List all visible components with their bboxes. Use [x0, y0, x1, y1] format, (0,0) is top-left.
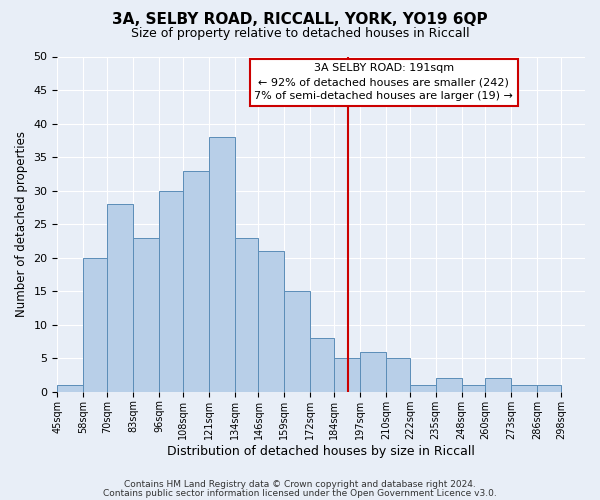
Bar: [360, 352, 386, 392]
Text: Contains HM Land Registry data © Crown copyright and database right 2024.: Contains HM Land Registry data © Crown c…: [124, 480, 476, 489]
Bar: [58, 385, 83, 392]
Bar: [310, 338, 334, 392]
Text: 3A SELBY ROAD: 191sqm
← 92% of detached houses are smaller (242)
7% of semi-deta: 3A SELBY ROAD: 191sqm ← 92% of detached …: [254, 63, 514, 101]
Bar: [485, 378, 511, 392]
Y-axis label: Number of detached properties: Number of detached properties: [15, 131, 28, 317]
Bar: [461, 385, 485, 392]
Bar: [107, 204, 133, 392]
X-axis label: Distribution of detached houses by size in Riccall: Distribution of detached houses by size …: [167, 444, 475, 458]
Bar: [259, 251, 284, 392]
Bar: [235, 238, 259, 392]
Bar: [83, 258, 107, 392]
Bar: [436, 378, 461, 392]
Text: 3A, SELBY ROAD, RICCALL, YORK, YO19 6QP: 3A, SELBY ROAD, RICCALL, YORK, YO19 6QP: [112, 12, 488, 28]
Bar: [386, 358, 410, 392]
Bar: [183, 170, 209, 392]
Bar: [209, 137, 235, 392]
Text: Contains public sector information licensed under the Open Government Licence v3: Contains public sector information licen…: [103, 488, 497, 498]
Text: Size of property relative to detached houses in Riccall: Size of property relative to detached ho…: [131, 28, 469, 40]
Bar: [410, 385, 436, 392]
Bar: [133, 238, 159, 392]
Bar: [284, 291, 310, 392]
Bar: [159, 190, 183, 392]
Bar: [537, 385, 561, 392]
Bar: [334, 358, 360, 392]
Bar: [511, 385, 537, 392]
